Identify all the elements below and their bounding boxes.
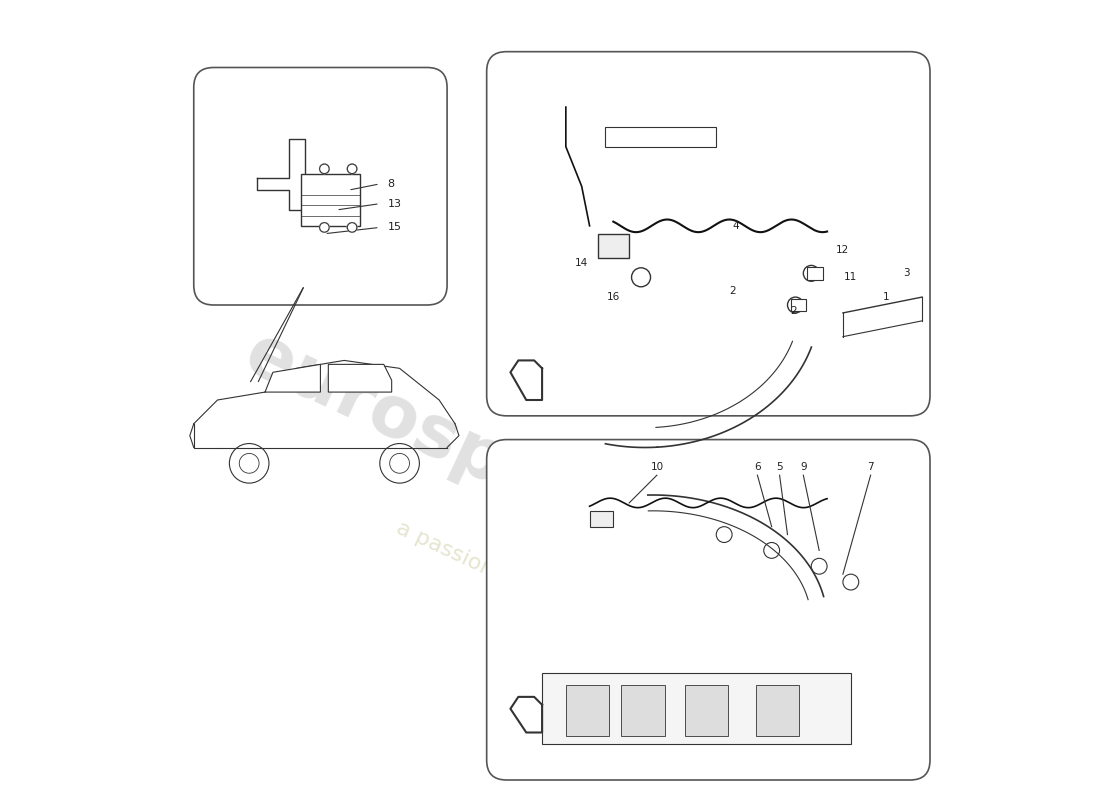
Circle shape xyxy=(348,164,356,174)
Text: 11: 11 xyxy=(844,272,858,282)
Bar xyxy=(605,127,716,146)
Text: 2: 2 xyxy=(791,306,798,316)
Text: eurospares: eurospares xyxy=(233,320,676,575)
Polygon shape xyxy=(510,361,542,400)
Text: 15: 15 xyxy=(387,222,402,233)
Bar xyxy=(300,174,360,226)
Circle shape xyxy=(320,222,329,232)
Bar xyxy=(792,299,805,311)
Text: 1: 1 xyxy=(883,292,890,302)
Bar xyxy=(756,685,800,737)
Text: 14: 14 xyxy=(575,258,589,268)
Bar xyxy=(684,685,728,737)
Bar xyxy=(565,685,609,737)
Bar xyxy=(542,673,850,744)
Bar xyxy=(590,511,614,526)
Text: 16: 16 xyxy=(607,292,620,302)
Bar xyxy=(597,234,629,258)
Polygon shape xyxy=(265,364,320,392)
Text: 6: 6 xyxy=(755,462,761,472)
Text: 10: 10 xyxy=(650,462,663,472)
Polygon shape xyxy=(510,697,542,733)
FancyBboxPatch shape xyxy=(194,67,447,305)
Circle shape xyxy=(320,164,329,174)
Text: 5: 5 xyxy=(777,462,783,472)
Text: 12: 12 xyxy=(836,245,849,254)
Text: 4: 4 xyxy=(733,221,739,231)
Circle shape xyxy=(348,164,356,174)
Bar xyxy=(621,685,664,737)
Circle shape xyxy=(348,222,356,232)
Text: 2: 2 xyxy=(729,286,736,296)
Text: 7: 7 xyxy=(867,462,873,472)
FancyBboxPatch shape xyxy=(486,52,930,416)
Text: 8: 8 xyxy=(387,179,395,189)
Text: 9: 9 xyxy=(800,462,806,472)
FancyBboxPatch shape xyxy=(486,439,930,780)
Circle shape xyxy=(348,222,356,232)
Text: 13: 13 xyxy=(387,198,402,209)
Polygon shape xyxy=(328,364,392,392)
Text: a passion for parts since 1985: a passion for parts since 1985 xyxy=(393,518,707,678)
Circle shape xyxy=(320,164,329,174)
Bar xyxy=(807,267,823,280)
Circle shape xyxy=(320,222,329,232)
Text: 3: 3 xyxy=(903,268,910,278)
